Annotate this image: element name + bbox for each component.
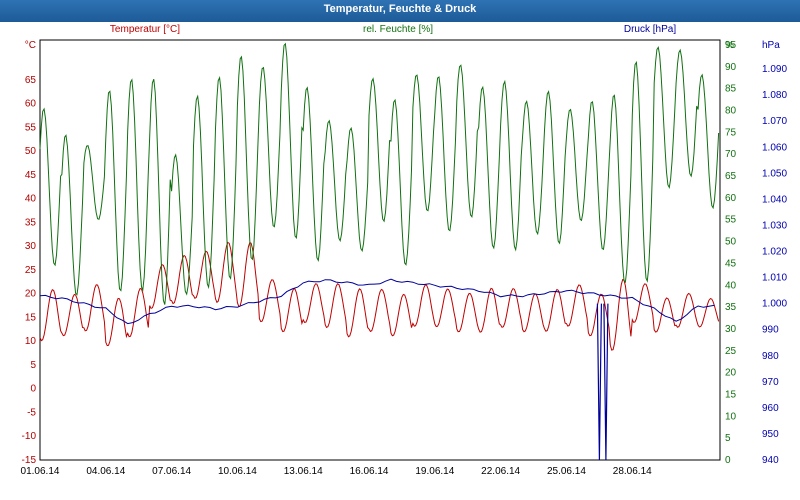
temp-tick-label: 45 <box>25 170 37 181</box>
humidity-tick-label: 50 <box>725 237 737 248</box>
legend-label: Druck [hPa] <box>624 24 676 35</box>
plot-area <box>39 39 721 461</box>
humidity-tick-label: 45 <box>725 258 737 269</box>
pressure-tick-label: 1.060 <box>762 142 787 153</box>
pressure-tick-label: 1.080 <box>762 90 787 101</box>
humidity-tick-label: 10 <box>725 411 737 422</box>
x-tick-label: 01.06.14 <box>21 466 60 477</box>
pressure-dip <box>603 303 609 461</box>
temp-tick-label: 50 <box>25 146 37 157</box>
temp-unit-label: °C <box>25 40 36 51</box>
temp-tick-label: 5 <box>30 360 36 371</box>
pressure-tick-label: 960 <box>762 403 779 414</box>
humidity-tick-label: 25 <box>725 346 737 357</box>
humidity-tick-label: 40 <box>725 280 737 291</box>
pressure-tick-label: 1.030 <box>762 220 787 231</box>
temp-tick-label: 20 <box>25 289 37 300</box>
humidity-unit-label: % <box>725 40 734 51</box>
humidity-tick-label: 70 <box>725 149 737 160</box>
pressure-tick-label: 1.040 <box>762 194 787 205</box>
pressure-unit-label: hPa <box>762 40 780 51</box>
axes: -15 -10 -5 0 5 10 15 20 25 30 35 40 45 50 55 60 65 0 5 10 15… <box>21 24 788 477</box>
chart-title: Temperatur, Feuchte & Druck <box>0 0 800 22</box>
humidity-tick-label: 20 <box>725 368 737 379</box>
humidity-line <box>39 42 720 305</box>
legend-label: Temperatur [°C] <box>110 24 180 35</box>
temp-tick-label: 60 <box>25 99 37 110</box>
temp-tick-label: 25 <box>25 265 37 276</box>
humidity-tick-label: 65 <box>725 171 737 182</box>
temp-tick-label: 35 <box>25 217 37 228</box>
humidity-tick-label: 60 <box>725 193 737 204</box>
temp-tick-label: 0 <box>30 384 36 395</box>
humidity-tick-label: 5 <box>725 433 731 444</box>
humidity-tick-label: 0 <box>725 455 731 466</box>
temp-tick-label: 55 <box>25 122 37 133</box>
pressure-tick-label: 940 <box>762 455 779 466</box>
humidity-tick-label: 80 <box>725 106 737 117</box>
humidity-tick-label: 95 <box>725 40 737 51</box>
x-tick-label: 10.06.14 <box>218 466 257 477</box>
temp-tick-label: -5 <box>27 407 36 418</box>
temp-tick-label: 30 <box>25 241 37 252</box>
x-tick-label: 04.06.14 <box>86 466 125 477</box>
pressure-tick-label: 1.000 <box>762 299 787 310</box>
plot-frame <box>39 39 721 461</box>
temp-tick-label: 10 <box>25 336 37 347</box>
x-tick-label: 13.06.14 <box>284 466 323 477</box>
humidity-tick-label: 15 <box>725 389 737 400</box>
humidity-tick-label: 75 <box>725 127 737 138</box>
pressure-tick-label: 950 <box>762 429 779 440</box>
series-lines <box>39 42 720 461</box>
chart: -15 -10 -5 0 5 10 15 20 25 30 35 40 45 50 55 60 65 0 5 10 15… <box>21 24 788 477</box>
pressure-tick-label: 1.010 <box>762 273 787 284</box>
x-tick-label: 28.06.14 <box>613 466 652 477</box>
pressure-tick-label: 990 <box>762 325 779 336</box>
humidity-tick-label: 30 <box>725 324 737 335</box>
legend-label: rel. Feuchte [%] <box>363 24 433 35</box>
temp-tick-label: 40 <box>25 194 37 205</box>
pressure-tick-label: 1.090 <box>762 64 787 75</box>
temp-tick-label: -10 <box>22 431 37 442</box>
humidity-tick-label: 55 <box>725 215 737 226</box>
pressure-line <box>39 278 715 325</box>
pressure-tick-label: 1.050 <box>762 168 787 179</box>
x-tick-label: 25.06.14 <box>547 466 586 477</box>
humidity-tick-label: 35 <box>725 302 737 313</box>
humidity-tick-label: 85 <box>725 84 737 95</box>
pressure-tick-label: 980 <box>762 351 779 362</box>
temp-tick-label: 15 <box>25 312 37 323</box>
x-tick-label: 07.06.14 <box>152 466 191 477</box>
pressure-tick-label: 1.070 <box>762 116 787 127</box>
pressure-tick-label: 970 <box>762 377 779 388</box>
x-tick-label: 19.06.14 <box>415 466 454 477</box>
x-tick-label: 22.06.14 <box>481 466 520 477</box>
humidity-tick-label: 90 <box>725 62 737 73</box>
temp-tick-label: 65 <box>25 75 37 86</box>
pressure-dip <box>596 303 602 461</box>
temp-tick-label: -15 <box>22 455 37 466</box>
temperature-line <box>39 241 720 351</box>
pressure-tick-label: 1.020 <box>762 247 787 258</box>
x-tick-label: 16.06.14 <box>350 466 389 477</box>
